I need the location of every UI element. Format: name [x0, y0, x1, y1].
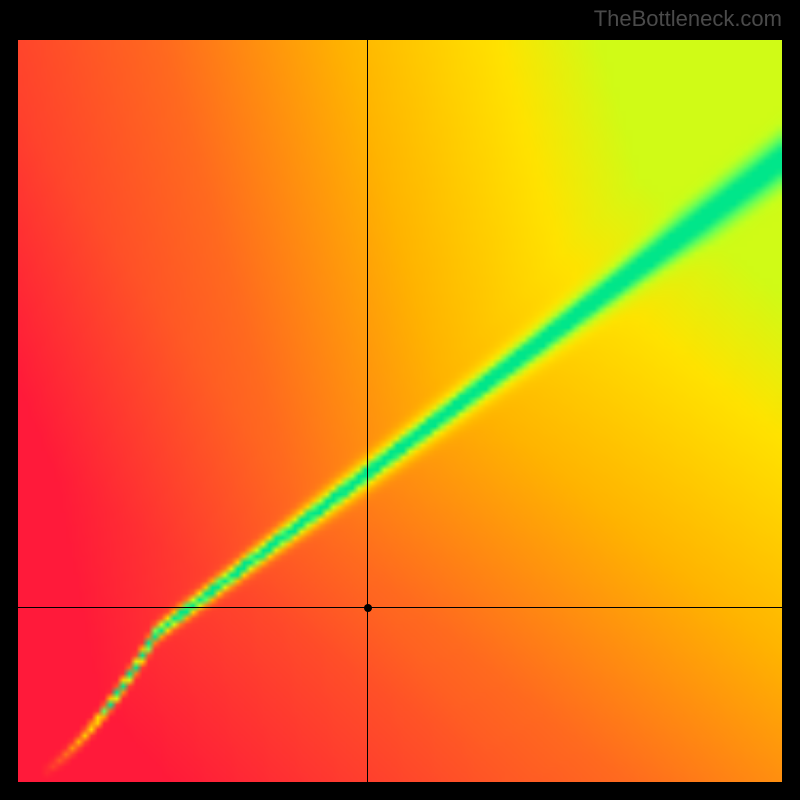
plot-area — [18, 40, 782, 782]
crosshair-horizontal — [18, 607, 782, 608]
watermark-text: TheBottleneck.com — [594, 6, 782, 32]
heatmap-canvas — [18, 40, 782, 782]
marker-dot — [364, 604, 372, 612]
crosshair-vertical — [367, 40, 368, 782]
chart-container: TheBottleneck.com — [0, 0, 800, 800]
